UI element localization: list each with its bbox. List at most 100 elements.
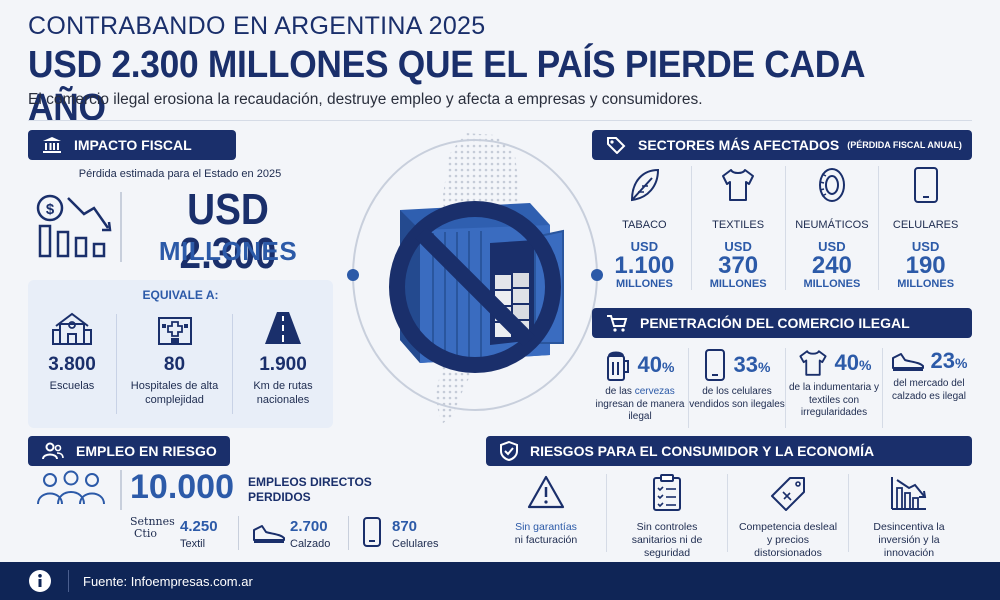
- eyebrow-title: CONTRABANDO EN ARGENTINA 2025: [28, 12, 486, 40]
- penetration-value: 40%: [834, 350, 872, 375]
- shopping-cart-icon: [607, 315, 628, 332]
- risk-label: Desincentiva la inversión y la innovació…: [873, 521, 945, 560]
- penetration-label: de las cervezas ingresan de manera ilega…: [595, 386, 685, 422]
- sector-value: 370: [718, 251, 759, 279]
- divider: [727, 474, 728, 552]
- employment-total: 10.000: [130, 468, 234, 506]
- risk-label-highlight: Sin garantías: [515, 521, 577, 533]
- shoe-icon: [891, 353, 924, 371]
- sector-currency: USD: [724, 238, 752, 254]
- divider: [784, 166, 786, 290]
- penetration-section-header: PENETRACIÓN DEL COMERCIO ILEGAL: [592, 308, 972, 338]
- footer-bar: Fuente: Infoempresas.com.ar: [0, 562, 1000, 600]
- divider: [690, 166, 692, 290]
- phone-icon: [913, 167, 938, 203]
- sector-unit: MILLONES: [803, 277, 861, 290]
- declining-money-chart-icon: $: [36, 194, 112, 258]
- sector-textiles: TEXTILES USD 370 MILLONES: [692, 166, 785, 296]
- risks-section-header: RIESGOS PARA EL CONSUMIDOR Y LA ECONOMÍA: [486, 436, 972, 466]
- fiscal-section-header: IMPACTO FISCAL: [28, 130, 236, 160]
- shield-check-icon: [500, 441, 518, 461]
- header-divider: [28, 120, 972, 121]
- breakdown-label: Textil: [180, 538, 206, 550]
- divider: [882, 348, 883, 428]
- leaf-icon: [631, 168, 660, 202]
- risks-row: Sin garantías ni facturación Sin controle…: [486, 474, 972, 560]
- declining-chart-icon: [891, 477, 927, 510]
- equivalent-value: 1.900: [259, 354, 307, 375]
- divider: [688, 348, 689, 428]
- risk-unfair-competition: Competencia desleal y precios distorsion…: [728, 474, 848, 559]
- divider: [606, 474, 607, 552]
- penetration-label: de los celulares vendidos son ilegales: [689, 386, 785, 410]
- people-icon: [42, 442, 64, 460]
- sector-unit: MILLONES: [709, 277, 767, 290]
- employment-section-title: EMPLEO EN RIESGO: [76, 443, 217, 459]
- risk-discourages-investment: Desincentiva la inversión y la innovació…: [849, 474, 969, 560]
- penetration-value: 40%: [637, 352, 675, 377]
- sectors-section-note: (PÉRDIDA FISCAL ANUAL): [847, 140, 962, 150]
- price-tag-icon: [771, 477, 805, 511]
- breakdown-label: Calzado: [290, 538, 331, 550]
- shoe-icon: [253, 525, 285, 543]
- equivalents-card: EQUIVALE A: 3.800 Escuelas 80 Hospitales…: [28, 280, 333, 428]
- tag-icon: [607, 137, 626, 154]
- penetration-row: 40% de las cervezas ingresan de manera i…: [592, 348, 976, 432]
- risk-label: Sin controles sanitarios ni de seguridad: [631, 521, 703, 560]
- prohibited-icon: [389, 201, 561, 373]
- info-icon: [29, 570, 51, 592]
- workers-group-icon: [37, 470, 105, 505]
- fiscal-unit: MILLONES: [158, 236, 298, 266]
- warning-icon: [527, 475, 565, 509]
- sectors-row: TABACO USD 1.100 MILLONES TEXTILES USD 3…: [598, 166, 972, 296]
- sector-currency: USD: [630, 238, 659, 254]
- divider: [785, 348, 786, 428]
- penetration-phones: 33% de los celulares vendidos son ilegal…: [689, 348, 785, 432]
- fiscal-caption: Pérdida estimada para el Estado en 2025: [78, 168, 282, 180]
- employment-divider: [120, 470, 122, 510]
- subtitle: El comercio ilegal erosiona la recaudaci…: [28, 91, 703, 108]
- hospital-icon: [157, 317, 192, 345]
- phone-icon: [704, 349, 725, 381]
- employment-section-header: EMPLEO EN RIESGO: [28, 436, 230, 466]
- penetration-beer: 40% de las cervezas ingresan de manera i…: [592, 348, 688, 432]
- equivalent-label: Escuelas: [49, 380, 95, 392]
- penetration-value: 33%: [733, 352, 771, 377]
- textile-icon-text: Setnnes Ctio: [130, 515, 175, 541]
- divider: [238, 516, 239, 550]
- fiscal-amount: USD 2.300: [179, 185, 277, 278]
- divider: [348, 516, 349, 550]
- employment-total-label: EMPLEOS DIRECTOS PERDIDOS: [248, 475, 372, 504]
- sector-tobacco: TABACO USD 1.100 MILLONES: [598, 166, 691, 296]
- divider: [116, 314, 117, 414]
- penetration-section-title: PENETRACIÓN DEL COMERCIO ILEGAL: [640, 315, 910, 331]
- equivalents-title: EQUIVALE A:: [142, 288, 219, 302]
- sector-value: 190: [905, 251, 946, 279]
- breakdown-value: 2.700: [290, 518, 328, 535]
- sector-currency: USD: [911, 238, 940, 254]
- tshirt-icon: [722, 169, 755, 201]
- equivalent-label: Hospitales de alta complejidad: [130, 380, 219, 406]
- breakdown-value: 870: [392, 518, 418, 535]
- risk-no-controls: Sin controles sanitarios ni de seguridad: [607, 474, 727, 560]
- checklist-icon: [653, 474, 681, 511]
- risk-label: ni facturación: [514, 534, 578, 547]
- container-prohibited-illustration: [347, 133, 603, 425]
- phone-icon: [363, 517, 381, 547]
- equivalent-hospitals: 80 Hospitales de alta complejidad: [117, 310, 232, 408]
- main-title: USD 2.300 MILLONES QUE EL PAÍS PIERDE CA…: [28, 44, 864, 129]
- sector-currency: USD: [818, 238, 846, 254]
- fiscal-section-title: IMPACTO FISCAL: [74, 137, 192, 153]
- sector-value: 1.100: [614, 251, 675, 279]
- penetration-value: 23%: [930, 348, 968, 373]
- sector-tires: NEUMÁTICOS USD 240 MILLONES: [786, 166, 879, 296]
- penetration-footwear: 23% del mercado del calzado es ilegal: [883, 348, 975, 432]
- penetration-label: del mercado del calzado es ilegal: [892, 378, 966, 402]
- sectors-section-header: SECTORES MÁS AFECTADOS (PÉRDIDA FISCAL A…: [592, 130, 972, 160]
- footer-divider: [68, 570, 69, 592]
- svg-text:$: $: [46, 201, 55, 218]
- sector-name: CELULARES: [892, 219, 959, 231]
- equivalent-roads: 1.900 Km de rutas nacionales: [233, 310, 333, 408]
- breakdown-value: 4.250: [180, 518, 218, 535]
- footer-source: Fuente: Infoempresas.com.ar: [83, 573, 253, 589]
